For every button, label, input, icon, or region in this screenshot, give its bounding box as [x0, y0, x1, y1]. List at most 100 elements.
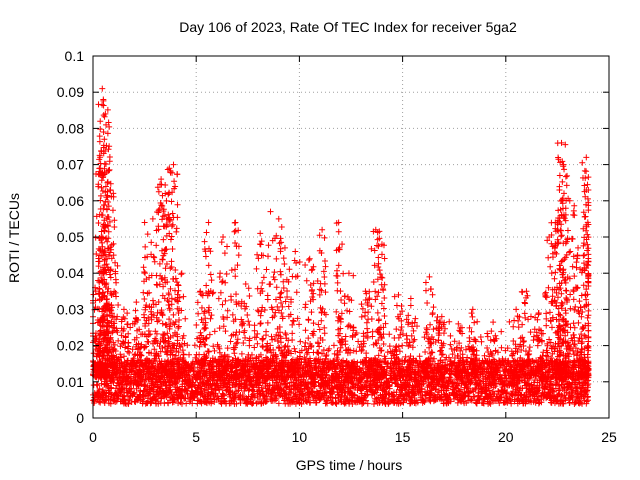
data-point [97, 118, 104, 125]
data-point [447, 332, 454, 339]
y-axis-label: ROTI / TECUs [6, 193, 22, 283]
data-point [258, 384, 265, 391]
data-point [242, 334, 249, 341]
data-point [246, 342, 253, 349]
data-point [477, 334, 484, 341]
data-point [94, 382, 101, 389]
data-point [251, 394, 258, 401]
data-point [241, 388, 248, 395]
data-point [111, 224, 118, 231]
data-point [104, 238, 111, 245]
data-point [95, 263, 102, 270]
data-point [534, 342, 541, 349]
data-point [427, 321, 434, 328]
data-point [120, 306, 127, 313]
data-point [210, 343, 217, 350]
data-point [97, 126, 104, 133]
data-point [158, 176, 165, 183]
data-point [93, 381, 100, 388]
data-point [191, 394, 198, 401]
data-point [246, 335, 253, 342]
data-point [315, 340, 322, 347]
data-point [153, 242, 160, 249]
data-point [98, 177, 105, 184]
data-point [239, 391, 246, 398]
data-point [141, 219, 148, 226]
data-point [297, 338, 304, 345]
data-point [250, 392, 257, 399]
data-point [107, 186, 114, 193]
data-point [137, 397, 144, 404]
data-point [386, 343, 393, 350]
data-point [149, 297, 156, 304]
data-point [141, 295, 148, 302]
data-point [166, 306, 173, 313]
data-point [95, 398, 102, 405]
data-point [107, 400, 114, 407]
chart-title: Day 106 of 2023, Rate Of TEC Index for r… [179, 19, 517, 35]
data-point [158, 247, 165, 254]
data-point [151, 346, 158, 353]
data-point [296, 321, 303, 328]
data-point [124, 321, 131, 328]
data-point [181, 395, 188, 402]
data-point [251, 327, 258, 334]
data-point [498, 328, 505, 335]
data-point [96, 285, 103, 292]
data-point [122, 344, 129, 351]
data-point [117, 351, 124, 358]
data-point [234, 339, 241, 346]
data-point [249, 391, 256, 398]
data-point [126, 349, 133, 356]
grid-lines [93, 56, 609, 418]
data-point [127, 324, 134, 331]
data-point [100, 102, 107, 109]
data-point [130, 390, 137, 397]
data-point [115, 302, 122, 309]
data-point [226, 384, 233, 391]
data-point [122, 333, 129, 340]
data-point [142, 243, 149, 250]
data-point [109, 329, 116, 336]
data-point [140, 289, 147, 296]
data-point [384, 349, 391, 356]
data-point [478, 338, 485, 345]
data-point [179, 347, 186, 354]
data-point [316, 326, 323, 333]
data-point [140, 264, 147, 271]
data-point [163, 197, 170, 204]
data-point [107, 385, 114, 392]
data-point [108, 384, 115, 391]
data-point [446, 318, 453, 325]
data-point [124, 310, 131, 317]
data-point [251, 322, 258, 329]
data-point [447, 341, 454, 348]
data-point [175, 349, 182, 356]
data-point [96, 258, 103, 265]
data-point [118, 359, 125, 366]
data-point [189, 400, 196, 407]
data-point [100, 128, 107, 135]
data-point [198, 400, 205, 407]
data-point [498, 344, 505, 351]
data-point [152, 328, 159, 335]
x-axis-label: GPS time / hours [296, 457, 403, 473]
data-point [132, 307, 139, 314]
data-point [129, 346, 136, 353]
data-point [506, 318, 513, 325]
data-point [211, 347, 218, 354]
data-point [191, 342, 198, 349]
data-point [169, 210, 176, 217]
data-point [237, 399, 244, 406]
data-point [151, 254, 158, 261]
data-point [141, 269, 148, 276]
data-point [471, 319, 478, 326]
data-point [144, 231, 151, 238]
data-point [117, 389, 124, 396]
data-point [330, 342, 337, 349]
data-point [142, 270, 149, 277]
data-point [160, 236, 167, 243]
data-point [104, 179, 111, 186]
data-point [131, 389, 138, 396]
